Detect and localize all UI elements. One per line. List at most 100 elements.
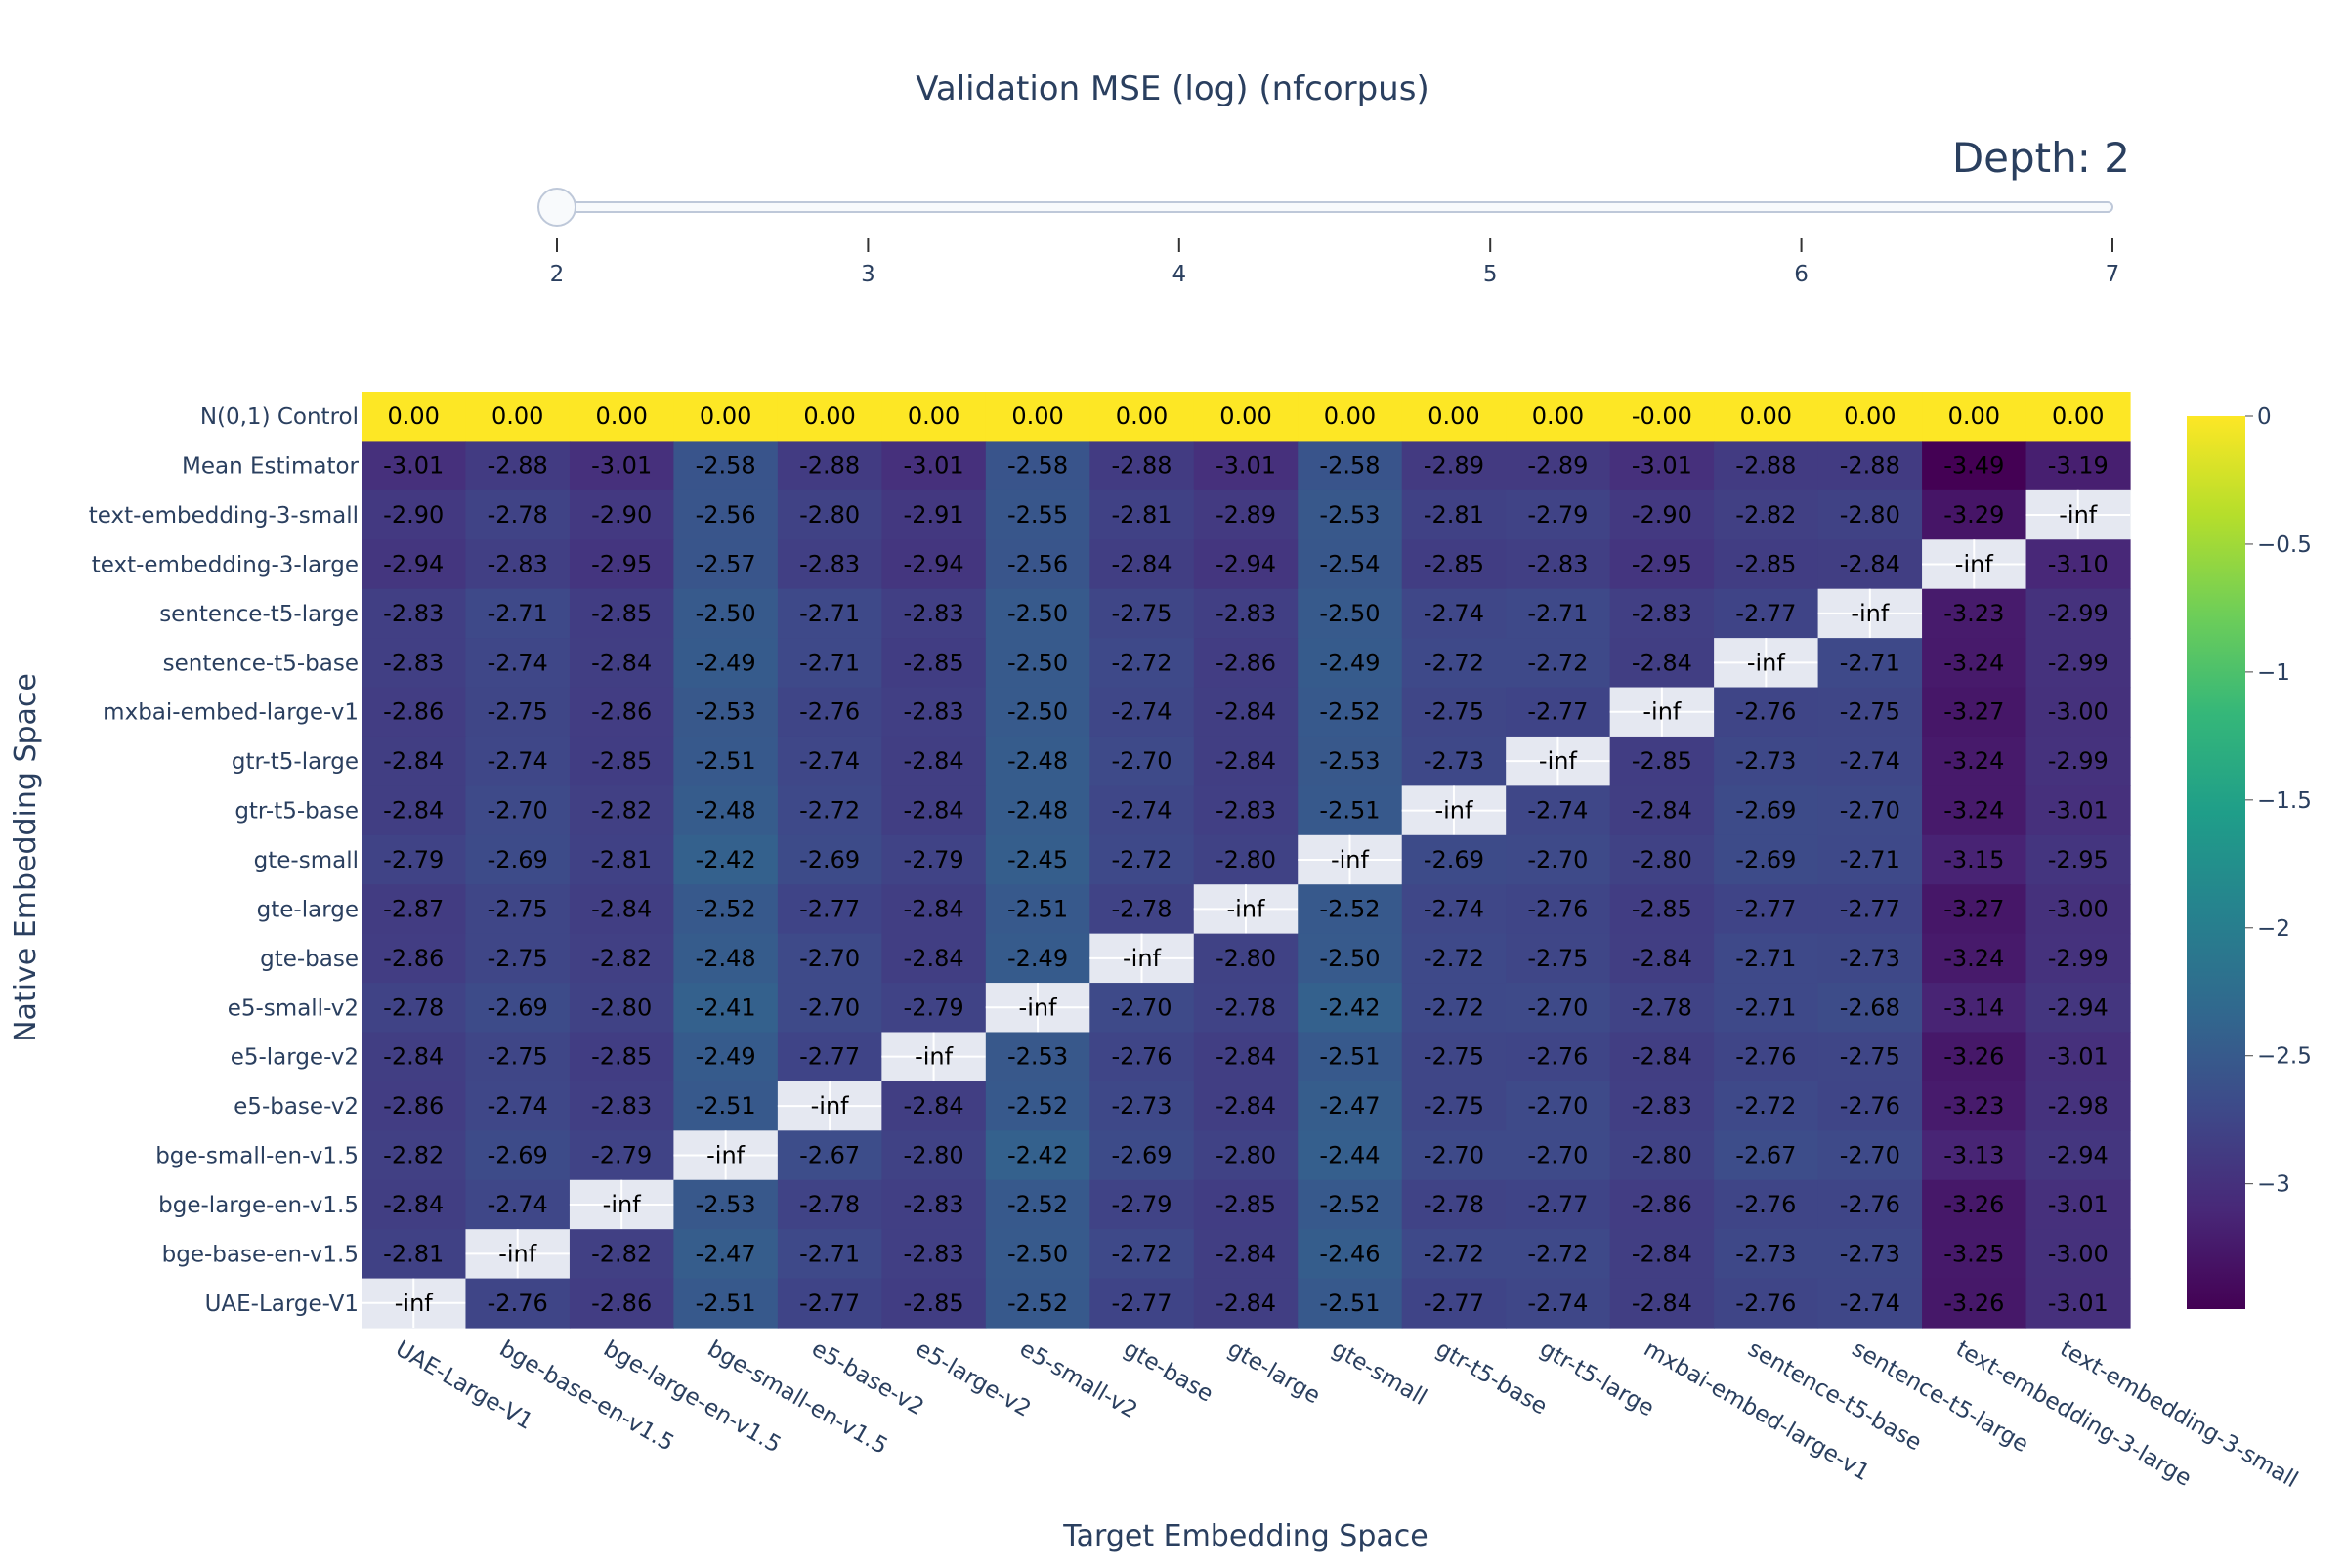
heatmap-cell — [1401, 1278, 1507, 1329]
cell-value-label: -2.53 — [696, 699, 756, 726]
cell-value-label: -2.53 — [1319, 747, 1380, 775]
slider-rail[interactable] — [556, 201, 2113, 213]
cell-value-label: -2.78 — [488, 501, 548, 529]
cell-value-label: -2.49 — [696, 1043, 756, 1071]
heatmap-cell — [1714, 1130, 1819, 1181]
cell-value-label: -2.58 — [696, 452, 756, 480]
heatmap-cell — [1714, 1229, 1819, 1280]
heatmap-cell — [1609, 489, 1715, 540]
slider-handle[interactable] — [537, 188, 576, 227]
cell-value-label: -2.79 — [1527, 501, 1588, 529]
cell-value-label: -2.74 — [1527, 1290, 1588, 1317]
heatmap-cell — [777, 539, 882, 590]
heatmap-cell — [673, 1081, 779, 1131]
heatmap-cell — [1506, 933, 1611, 984]
heatmap-cell — [362, 441, 467, 491]
cell-value-label: -2.88 — [1840, 452, 1900, 480]
cell-value-label: -2.53 — [1007, 1043, 1068, 1071]
cell-value-label: -2.79 — [904, 994, 964, 1021]
heatmap-cell — [673, 1179, 779, 1230]
cell-value-label: -2.74 — [799, 747, 860, 775]
cell-value-label: -2.76 — [1735, 1043, 1796, 1071]
slider-step-label[interactable]: 7 — [2106, 262, 2120, 287]
heatmap-cell — [777, 785, 882, 836]
heatmap-cell — [673, 983, 779, 1034]
heatmap-cell — [1298, 1278, 1403, 1329]
heatmap-cell — [881, 983, 987, 1034]
heatmap-cell — [1193, 687, 1299, 738]
cell-value-label: -2.69 — [1111, 1142, 1172, 1169]
heatmap-cell — [1506, 638, 1611, 689]
cell-value-label: 0.00 — [803, 403, 855, 430]
cell-value-label: -2.76 — [1111, 1043, 1172, 1071]
heatmap-cell — [1401, 392, 1507, 443]
depth-slider[interactable]: Depth: 2 2 3 4 5 6 7 — [537, 134, 2130, 287]
cell-value-label: -2.81 — [1111, 501, 1172, 529]
cell-value-label: 0.00 — [2052, 403, 2104, 430]
heatmap-cell — [465, 638, 571, 689]
cell-value-label: -2.82 — [591, 797, 652, 825]
cell-value-label: -2.81 — [591, 846, 652, 873]
heatmap-cell — [673, 785, 779, 836]
heatmap-cell — [1817, 392, 1923, 443]
heatmap-cell — [362, 736, 467, 786]
cell-value-label: -2.84 — [1632, 649, 1692, 676]
slider-step-label[interactable]: 2 — [550, 262, 565, 287]
heatmap-cell — [1298, 884, 1403, 935]
cell-value-label: -2.75 — [488, 699, 548, 726]
heatmap-cell — [985, 392, 1090, 443]
cell-value-label: -2.45 — [1007, 846, 1068, 873]
heatmap-cell — [881, 933, 987, 984]
heatmap-cell — [1089, 588, 1195, 639]
heatmap-cell — [1922, 588, 2027, 639]
slider-step-label[interactable]: 5 — [1483, 262, 1498, 287]
cell-value-label: -2.86 — [383, 1092, 444, 1120]
cell-value-label: -2.94 — [2048, 994, 2109, 1021]
slider-step-label[interactable]: 6 — [1794, 262, 1809, 287]
cell-value-label: -2.77 — [1840, 895, 1900, 922]
cell-value-label: -2.71 — [488, 600, 548, 627]
heatmap-cell — [1506, 834, 1611, 885]
heatmap-cell — [1922, 489, 2027, 540]
cell-value-label: -2.94 — [1215, 550, 1276, 577]
heatmap-cell — [881, 884, 987, 935]
heatmap-cell — [881, 1278, 987, 1329]
heatmap-cell — [1609, 884, 1715, 935]
heatmap-cell — [881, 1081, 987, 1131]
heatmap-cell — [569, 392, 675, 443]
heatmap-cell — [1298, 785, 1403, 836]
cell-value-label: -2.84 — [383, 1043, 444, 1071]
slider-step-label[interactable]: 3 — [861, 262, 875, 287]
cell-value-label: -2.72 — [799, 797, 860, 825]
heatmap-cell — [1609, 1081, 1715, 1131]
cell-value-label: -2.98 — [2048, 1092, 2109, 1120]
heatmap-cell — [1922, 983, 2027, 1034]
heatmap-cell — [1922, 884, 2027, 935]
cell-value-label: -2.70 — [799, 945, 860, 972]
cell-value-label: -2.83 — [1215, 600, 1276, 627]
cell-value-label: -2.83 — [799, 550, 860, 577]
colorbar-gradient — [2187, 416, 2245, 1309]
heatmap-cell — [1089, 1278, 1195, 1329]
cell-value-label: -inf — [395, 1290, 434, 1317]
heatmap-cell — [1193, 983, 1299, 1034]
heatmap-cell — [1609, 441, 1715, 491]
heatmap-cell — [1089, 1130, 1195, 1181]
heatmap-cell — [2025, 983, 2131, 1034]
cell-value-label: -2.84 — [1632, 797, 1692, 825]
cell-value-label: -3.25 — [1943, 1240, 2004, 1267]
heatmap-cell — [1714, 1081, 1819, 1131]
cell-value-label: -2.84 — [1632, 1043, 1692, 1071]
heatmap-cell — [1193, 392, 1299, 443]
heatmap-cell — [1922, 933, 2027, 984]
cell-value-label: 0.00 — [1324, 403, 1376, 430]
cell-value-label: -3.01 — [2048, 1290, 2109, 1317]
cell-value-label: -inf — [811, 1092, 850, 1120]
cell-value-label: -2.86 — [1215, 649, 1276, 676]
heatmap-cell — [1714, 785, 1819, 836]
colorbar-tick-label: −2.5 — [2257, 1044, 2312, 1070]
slider-step-label[interactable]: 4 — [1172, 262, 1186, 287]
heatmap-cell — [1817, 785, 1923, 836]
cell-value-label: -2.90 — [1632, 501, 1692, 529]
